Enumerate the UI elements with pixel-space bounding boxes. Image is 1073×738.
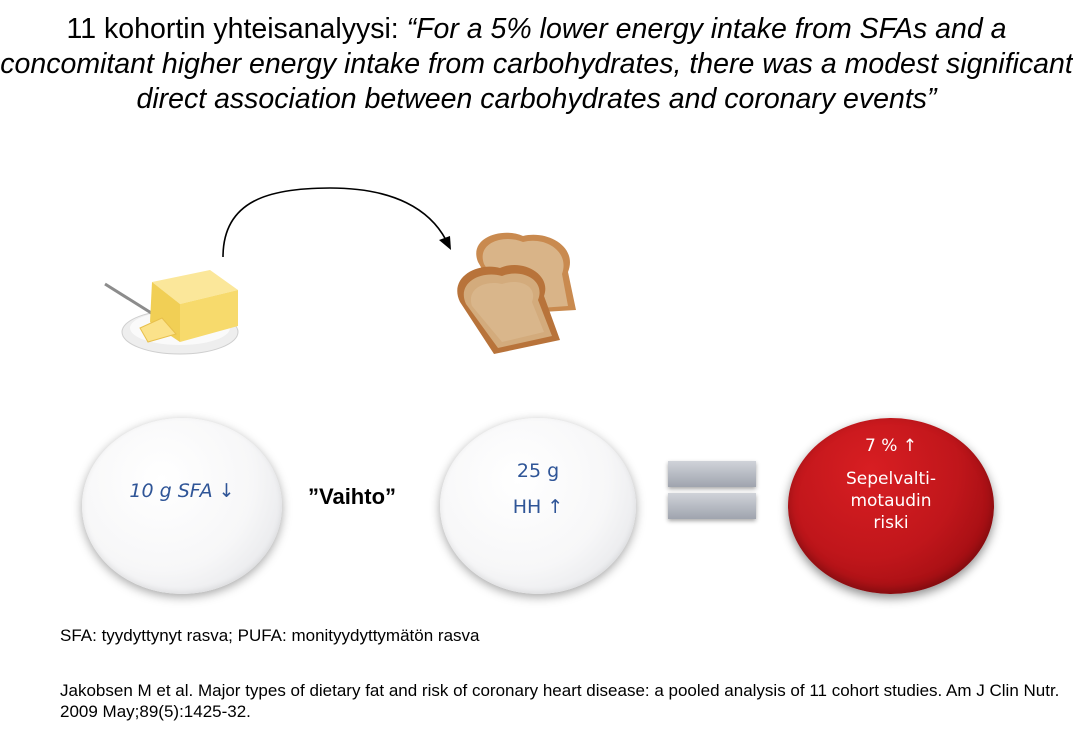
- carbohydrate-plate: 25 g HH ↑: [440, 418, 636, 594]
- risk-circle: 7 % ↑ Sepelvalti- motaudin riski: [788, 418, 994, 594]
- equals-icon-top-bar: [668, 461, 756, 487]
- swap-label: ”Vaihto”: [308, 484, 397, 509]
- risk-label: Sepelvalti- motaudin riski: [788, 468, 994, 534]
- curved-arrow-icon: [222, 187, 451, 258]
- butter-image: [104, 270, 239, 355]
- risk-label-line: Sepelvalti-: [846, 469, 936, 489]
- equals-icon-bottom-bar: [668, 493, 756, 519]
- sfa-plate-label: 10 g SFA ↓: [129, 480, 235, 502]
- risk-label-line: riski: [873, 513, 909, 533]
- slide-title: 11 kohortin yhteisanalyysi: “For a 5% lo…: [0, 12, 1073, 117]
- title-prefix: 11 kohortin yhteisanalyysi:: [66, 13, 407, 45]
- reference-citation: Jakobsen M et al. Major types of dietary…: [60, 681, 1060, 721]
- carbohydrate-amount: 25 g: [516, 460, 560, 482]
- risk-label-line: motaudin: [850, 491, 932, 511]
- sfa-plate: 10 g SFA ↓: [82, 418, 282, 594]
- risk-percent: 7 % ↑: [864, 436, 918, 456]
- carbohydrate-label: HH ↑: [512, 496, 564, 518]
- bread-image: [457, 232, 576, 354]
- title-quote: “For a 5% lower energy intake from SFAs …: [0, 13, 1073, 115]
- abbreviations-note: SFA: tyydyttynyt rasva; PUFA: monityydyt…: [60, 626, 480, 645]
